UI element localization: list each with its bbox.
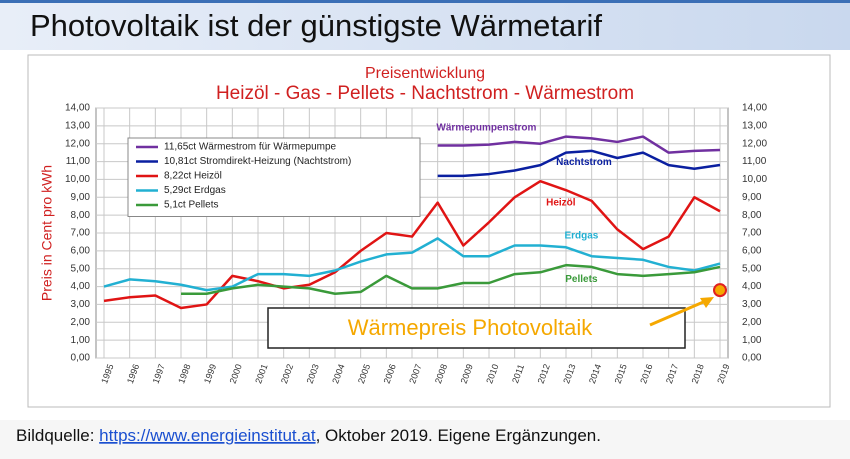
y-tick-label: 8,00 [71, 210, 91, 221]
y2-tick-label: 8,00 [742, 210, 762, 221]
y2-tick-label: 7,00 [742, 228, 762, 239]
highlight-arrowhead [700, 297, 714, 308]
y2-tick-label: 2,00 [742, 317, 762, 328]
series-line [103, 179, 721, 310]
y-tick-label: 7,00 [71, 228, 91, 239]
y-tick-label: 14,00 [65, 103, 90, 114]
y-axis-label: Preis in Cent pro kWh [39, 165, 55, 301]
chart-subtitle: Heizöl - Gas - Pellets - Nachtstrom - Wä… [216, 83, 634, 104]
y-tick-label: 3,00 [71, 299, 91, 310]
y2-tick-label: 4,00 [742, 281, 762, 292]
y-tick-label: 11,00 [66, 156, 91, 167]
caption-suffix: , Oktober 2019. Eigene Ergänzungen. [316, 426, 601, 445]
y-tick-label: 5,00 [71, 263, 91, 274]
legend-label: 5,29ct Erdgas [164, 185, 226, 196]
title-bar [0, 0, 850, 50]
y2-tick-label: 11,00 [742, 156, 767, 167]
y2-tick-label: 1,00 [742, 335, 762, 346]
top-rule [0, 0, 850, 3]
legend-label: 10,81ct Stromdirekt-Heizung (Nachtstrom) [164, 156, 351, 167]
series-label: Heizöl [546, 197, 576, 208]
y-tick-label: 12,00 [65, 138, 90, 149]
series-label: Erdgas [564, 230, 598, 241]
series-line [437, 149, 721, 178]
y2-tick-label: 12,00 [742, 138, 767, 149]
y2-tick-label: 13,00 [742, 120, 767, 131]
legend-label: 5,1ct Pellets [164, 200, 218, 211]
y2-tick-label: 5,00 [742, 263, 762, 274]
series-label: Nachtstrom [556, 157, 612, 168]
y2-tick-label: 9,00 [742, 192, 762, 203]
y-tick-label: 4,00 [71, 281, 91, 292]
caption-link[interactable]: https://www.energieinstitut.at [99, 426, 316, 445]
y-tick-label: 13,00 [65, 120, 90, 131]
y2-tick-label: 3,00 [742, 299, 762, 310]
highlight-label: Wärmepreis Photovoltaik [348, 315, 594, 340]
caption-prefix: Bildquelle: [16, 426, 99, 445]
legend-label: 8,22ct Heizöl [164, 171, 222, 182]
highlight-arrow [649, 298, 709, 327]
y-tick-label: 1,00 [71, 335, 91, 346]
highlight-box [267, 307, 686, 349]
y-tick-label: 0,00 [71, 353, 91, 364]
y-tick-label: 9,00 [71, 192, 91, 203]
chart-title: Preisentwicklung [365, 65, 485, 82]
legend [127, 137, 421, 217]
highlight-point [713, 283, 727, 298]
legend-label: 11,65ct Wärmestrom für Wärmepumpe [164, 142, 337, 153]
caption: Bildquelle: https://www.energieinstitut.… [16, 426, 601, 445]
slide-title: Photovoltaik ist der günstigste Wärmetar… [30, 8, 602, 43]
series-label: Pellets [565, 274, 598, 285]
y-tick-label: 10,00 [65, 174, 90, 185]
y2-tick-label: 10,00 [742, 174, 767, 185]
y2-tick-label: 0,00 [742, 353, 762, 364]
y-tick-label: 2,00 [71, 317, 91, 328]
y-tick-label: 6,00 [71, 245, 91, 256]
series-line [181, 263, 721, 295]
series-label: Wärmepumpenstrom [436, 122, 536, 133]
y2-tick-label: 6,00 [742, 245, 762, 256]
series-line [103, 237, 721, 292]
series-line [437, 135, 721, 154]
y2-tick-label: 14,00 [742, 103, 767, 114]
footer-bg [0, 420, 850, 459]
